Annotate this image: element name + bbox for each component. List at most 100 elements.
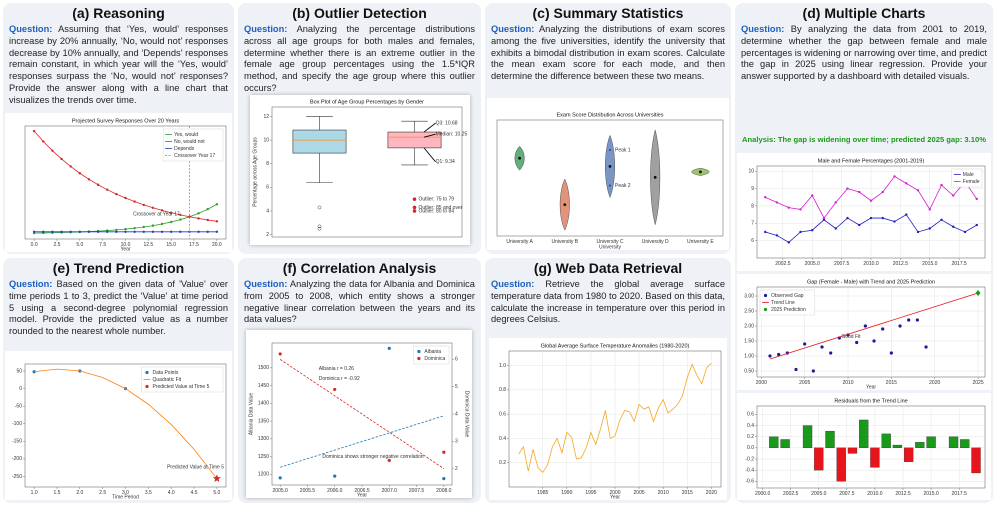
- data-point: [787, 206, 790, 209]
- x-tick-label: 12.5: [143, 242, 153, 248]
- data-point: [872, 339, 876, 343]
- x-tick-label: 2017.5: [952, 491, 968, 497]
- data-point: [764, 230, 767, 234]
- data-point: [928, 227, 931, 230]
- y-tick-label: 1300: [258, 436, 269, 442]
- data-point: [106, 230, 109, 234]
- data-point: [51, 230, 54, 234]
- y2-tick-label: 3: [455, 439, 458, 445]
- x-tick-label: 2012.5: [893, 261, 909, 267]
- bar: [903, 447, 914, 462]
- data-point: [278, 476, 282, 480]
- data-point: [215, 220, 219, 223]
- data-point: [869, 216, 873, 220]
- legend-swatch: [417, 356, 421, 361]
- x-tick-label: 1.0: [31, 490, 38, 496]
- y-tick-label: 50: [16, 368, 22, 374]
- y-tick-label: 7: [751, 221, 754, 227]
- y-tick-label: 6: [751, 238, 754, 244]
- annotation: Median: 10.25: [436, 131, 468, 137]
- legend-label: Predicted Value at Time 5: [153, 384, 210, 390]
- panel-title: (e) Trend Prediction: [52, 260, 185, 276]
- x-tick-label: 4.5: [191, 490, 198, 496]
- question-label: Question:: [244, 279, 288, 289]
- panel-title: (f) Correlation Analysis: [282, 260, 437, 276]
- data-point: [963, 230, 967, 234]
- x-tick-label: 5.0: [76, 242, 83, 248]
- data-point: [124, 196, 127, 200]
- y-tick-label: 3.00: [744, 293, 754, 299]
- data-point: [78, 172, 82, 175]
- data-point: [51, 149, 54, 152]
- y2-axis-label: Dominica Data Value: [464, 391, 470, 438]
- y-tick-label: 1200: [258, 472, 269, 478]
- question: Question: Analyzing the distributions of…: [491, 24, 725, 83]
- y-tick-label: 1450: [258, 383, 269, 389]
- fit-line: [279, 359, 445, 469]
- data-point: [924, 345, 928, 349]
- chart: 2005.0 2005.5 2006.0 2006.5 2007.0 2007.5 2008…: [246, 330, 472, 498]
- question: Question: Assuming that ‘Yes, would’ res…: [9, 24, 228, 107]
- peak-dot: [609, 184, 611, 187]
- data-point: [916, 189, 920, 192]
- data-point: [442, 450, 446, 454]
- legend-label: Data Points: [153, 370, 179, 376]
- data-point: [889, 351, 893, 355]
- data-point: [822, 218, 826, 222]
- x-axis-label: Year: [610, 494, 620, 500]
- x-tick-label: 1995: [585, 490, 596, 496]
- data-point: [106, 188, 109, 191]
- y-tick-label: 12: [263, 114, 269, 120]
- y2-tick-label: 4: [455, 411, 458, 417]
- mean-dot: [653, 175, 657, 179]
- x-tick-label: 2002.5: [783, 491, 799, 497]
- box: [292, 129, 347, 154]
- x-tick-label: 20.0: [212, 242, 222, 248]
- data-point: [96, 183, 100, 186]
- y-axis-label: Albania Data Value: [248, 393, 254, 436]
- y-tick-label: -100: [12, 421, 22, 427]
- chart-title: Male and Female Percentages (2001-2019): [818, 158, 925, 164]
- annotation: Albania r = 0.26: [319, 366, 354, 372]
- y-tick-label: 0.0: [747, 445, 754, 451]
- panel: (f) Correlation Analysis Question: Analy…: [238, 258, 481, 503]
- question-text: By analyzing the data from 2001 to 2019,…: [741, 24, 987, 82]
- y-tick-label: 1350: [258, 418, 269, 424]
- y-tick-label: 0.4: [747, 423, 754, 429]
- chart: 0.0 2.5 5.0 7.5 10.0 12.5 15.0 17.5 20.0 Projecte…: [5, 113, 232, 252]
- data-point: [179, 230, 182, 234]
- x-tick-label: 2010: [842, 380, 853, 386]
- bar: [892, 444, 903, 448]
- data-point: [215, 230, 219, 234]
- question: Question: Based on the given data of 'Va…: [9, 279, 228, 338]
- x-tick-label: 2015: [682, 490, 693, 496]
- question-label: Question:: [244, 24, 288, 34]
- x-tick-label: 3.0: [122, 490, 129, 496]
- question-text: Analyzing the percentage distributions a…: [244, 24, 475, 93]
- x-tick-label: 15.0: [166, 242, 176, 248]
- x-axis-label: Time Period: [112, 494, 139, 500]
- data-point: [115, 230, 118, 234]
- fit-line: [280, 415, 444, 468]
- data-point: [387, 458, 391, 463]
- data-point: [197, 217, 200, 220]
- y-tick-label: 0.50: [744, 368, 754, 374]
- y-tick-label: 0: [19, 386, 22, 392]
- legend-swatch: [763, 293, 768, 298]
- y-tick-label: -50: [15, 403, 22, 409]
- y-tick-label: 4: [266, 208, 269, 214]
- panel: (a) Reasoning Question: Assuming that ‘Y…: [3, 3, 234, 254]
- panel: (b) Outlier Detection Question: Analyzin…: [238, 3, 481, 254]
- fit-line: [34, 368, 218, 479]
- data-point: [928, 208, 931, 211]
- y-tick-label: -0.6: [745, 479, 754, 485]
- outlier: [317, 226, 322, 231]
- y-tick-label: -200: [12, 456, 22, 462]
- x-tick-label: 2015.0: [922, 261, 938, 267]
- panel-title: (g) Web Data Retrieval: [533, 260, 683, 276]
- bar: [825, 430, 835, 448]
- data-point: [42, 140, 45, 143]
- data-point: [905, 213, 908, 216]
- legend-label: No, would not: [174, 139, 205, 145]
